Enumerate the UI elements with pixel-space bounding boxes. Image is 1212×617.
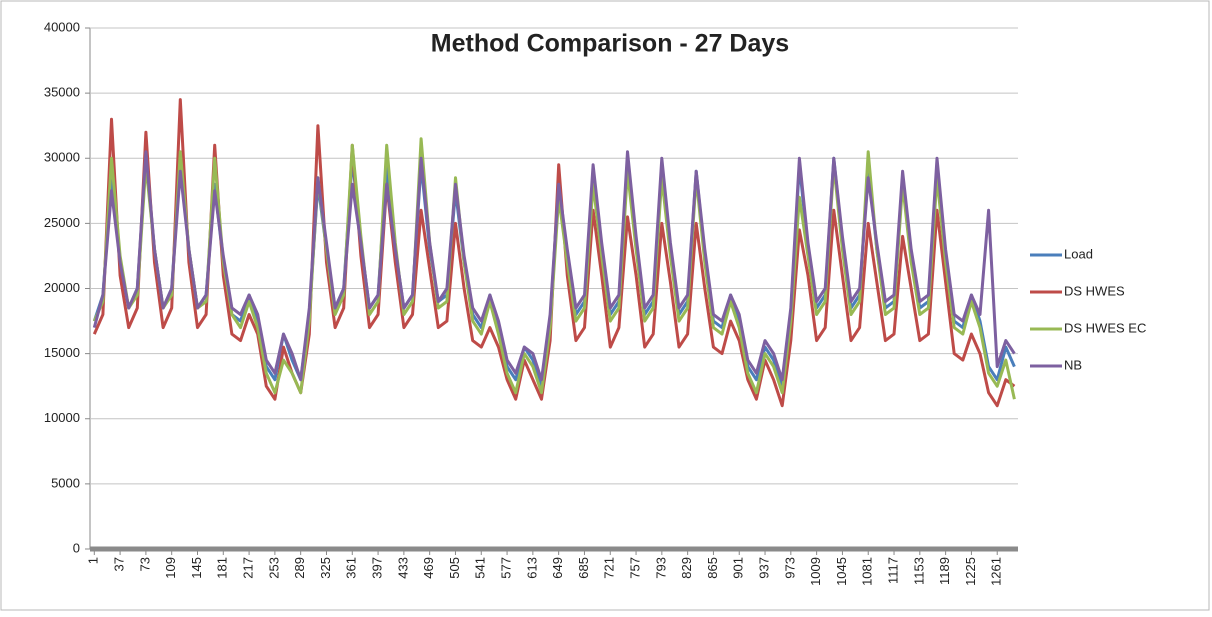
x-tick-label: 397 — [370, 557, 385, 579]
x-tick-label: 181 — [215, 557, 230, 579]
y-tick-label: 10000 — [44, 410, 80, 425]
y-tick-label: 5000 — [51, 475, 80, 490]
x-tick-label: 433 — [395, 557, 410, 579]
x-tick-label: 37 — [112, 557, 127, 571]
legend-label: DS HWES — [1064, 283, 1125, 298]
x-tick-label: 937 — [756, 557, 771, 579]
x-tick-label: 685 — [576, 557, 591, 579]
x-tick-label: 1261 — [989, 557, 1004, 586]
y-tick-label: 25000 — [44, 215, 80, 230]
x-tick-label: 253 — [266, 557, 281, 579]
x-tick-label: 1225 — [963, 557, 978, 586]
y-tick-label: 35000 — [44, 85, 80, 100]
x-tick-label: 613 — [524, 557, 539, 579]
x-tick-label: 505 — [447, 557, 462, 579]
x-tick-label: 217 — [241, 557, 256, 579]
x-tick-label: 577 — [499, 557, 514, 579]
y-tick-label: 40000 — [44, 19, 80, 34]
x-tick-label: 1153 — [911, 557, 926, 585]
x-tick-label: 721 — [602, 557, 617, 579]
x-tick-label: 1 — [86, 557, 101, 564]
x-tick-label: 1081 — [860, 557, 875, 586]
y-tick-label: 20000 — [44, 280, 80, 295]
x-tick-label: 1009 — [808, 557, 823, 586]
chart-title: Method Comparison - 27 Days — [431, 30, 789, 58]
x-tick-label: 865 — [705, 557, 720, 579]
x-tick-label: 1189 — [937, 557, 952, 585]
x-tick-label: 829 — [679, 557, 694, 579]
x-tick-label: 73 — [137, 557, 152, 571]
x-tick-label: 325 — [318, 557, 333, 579]
x-tick-label: 1117 — [885, 557, 900, 584]
x-tick-label: 541 — [473, 557, 488, 579]
x-tick-label: 109 — [163, 557, 178, 579]
x-tick-label: 973 — [782, 557, 797, 579]
x-tick-label: 901 — [731, 557, 746, 579]
legend-label: Load — [1064, 246, 1093, 261]
x-tick-label: 145 — [189, 557, 204, 579]
y-tick-label: 15000 — [44, 345, 80, 360]
legend-label: DS HWES EC — [1064, 320, 1146, 335]
x-tick-label: 469 — [421, 557, 436, 579]
x-tick-label: 1045 — [834, 557, 849, 586]
x-tick-label: 649 — [550, 557, 565, 579]
y-tick-label: 0 — [73, 540, 80, 555]
x-tick-label: 289 — [292, 557, 307, 579]
x-tick-label: 361 — [344, 557, 359, 579]
legend-label: NB — [1064, 357, 1082, 372]
y-tick-label: 30000 — [44, 150, 80, 165]
series-line — [92, 150, 1016, 382]
x-tick-label: 757 — [627, 557, 642, 579]
x-tick-label: 793 — [653, 557, 668, 579]
